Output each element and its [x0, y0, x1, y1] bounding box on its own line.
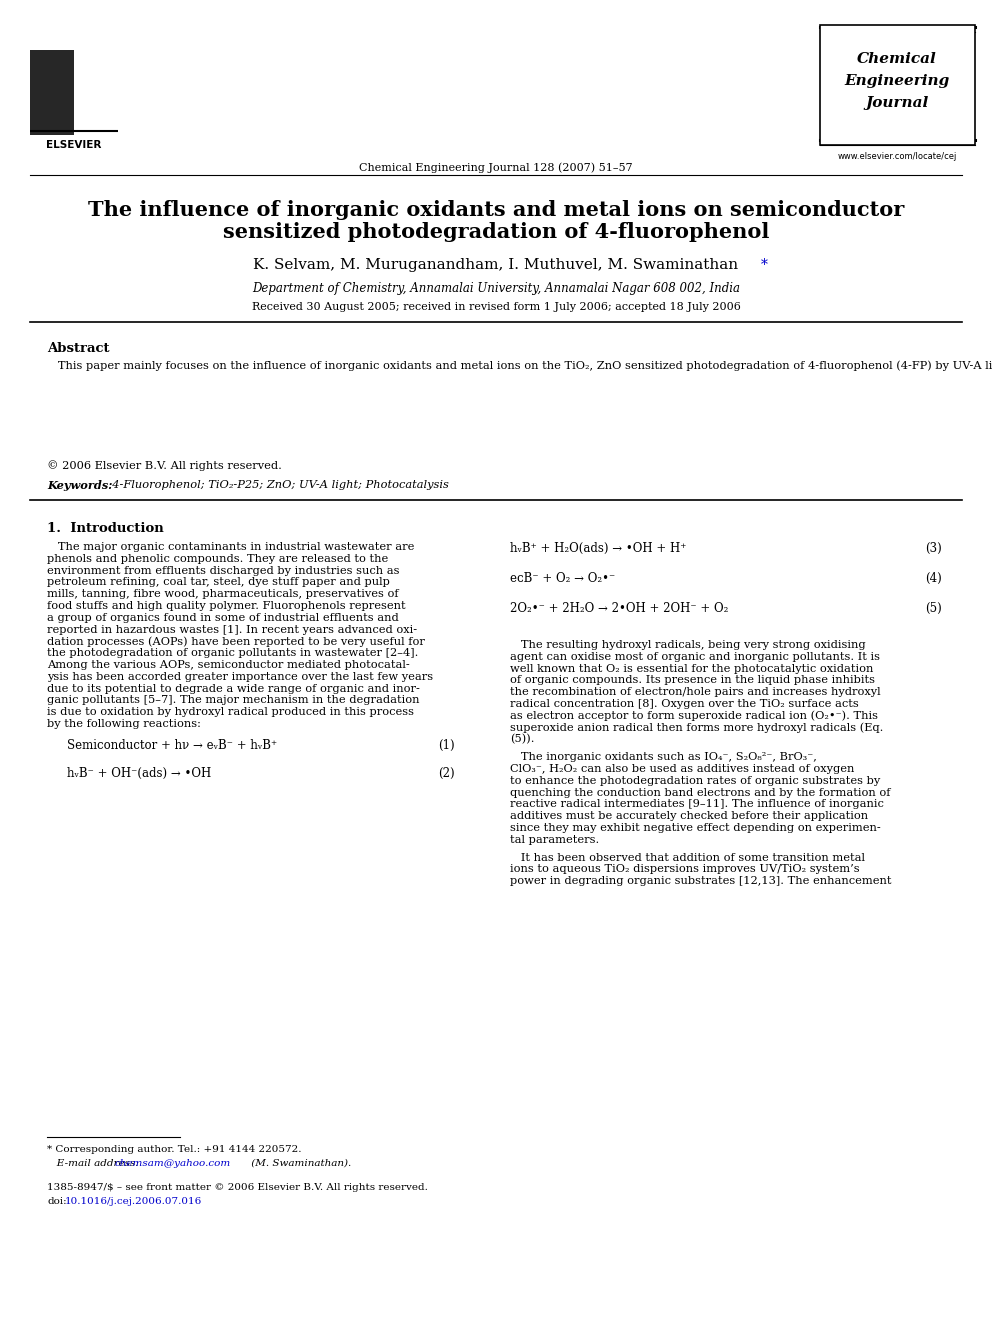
Text: 1385-8947/$ – see front matter © 2006 Elsevier B.V. All rights reserved.: 1385-8947/$ – see front matter © 2006 El… [47, 1183, 428, 1192]
Text: phenols and phenolic compounds. They are released to the: phenols and phenolic compounds. They are… [47, 554, 388, 564]
Text: radical concentration [8]. Oxygen over the TiO₂ surface acts: radical concentration [8]. Oxygen over t… [510, 699, 859, 709]
Text: additives must be accurately checked before their application: additives must be accurately checked bef… [510, 811, 868, 822]
Text: power in degrading organic substrates [12,13]. The enhancement: power in degrading organic substrates [1… [510, 876, 892, 886]
Text: is due to oxidation by hydroxyl radical produced in this process: is due to oxidation by hydroxyl radical … [47, 708, 414, 717]
Text: (1): (1) [438, 738, 455, 751]
Text: Among the various AOPs, semiconductor mediated photocatal-: Among the various AOPs, semiconductor me… [47, 660, 410, 669]
Text: agent can oxidise most of organic and inorganic pollutants. It is: agent can oxidise most of organic and in… [510, 652, 880, 662]
Text: environment from effluents discharged by industries such as: environment from effluents discharged by… [47, 566, 400, 576]
Text: K. Selvam, M. Muruganandham, I. Muthuvel, M. Swaminathan: K. Selvam, M. Muruganandham, I. Muthuvel… [253, 258, 739, 273]
Text: hᵥB⁺ + H₂O(ads) → •OH + H⁺: hᵥB⁺ + H₂O(ads) → •OH + H⁺ [510, 542, 686, 556]
Text: It has been observed that addition of some transition metal: It has been observed that addition of so… [510, 852, 865, 863]
Text: a group of organics found in some of industrial effluents and: a group of organics found in some of ind… [47, 613, 399, 623]
Text: superoxide anion radical then forms more hydroxyl radicals (Eq.: superoxide anion radical then forms more… [510, 722, 883, 733]
Text: dation processes (AOPs) have been reported to be very useful for: dation processes (AOPs) have been report… [47, 636, 425, 647]
Text: The major organic contaminants in industrial wastewater are: The major organic contaminants in indust… [47, 542, 415, 552]
Text: ganic pollutants [5–7]. The major mechanism in the degradation: ganic pollutants [5–7]. The major mechan… [47, 696, 420, 705]
Text: due to its potential to degrade a wide range of organic and inor-: due to its potential to degrade a wide r… [47, 684, 420, 693]
Text: ions to aqueous TiO₂ dispersions improves UV/TiO₂ system’s: ions to aqueous TiO₂ dispersions improve… [510, 864, 860, 875]
Text: The influence of inorganic oxidants and metal ions on semiconductor: The influence of inorganic oxidants and … [88, 200, 904, 220]
Text: 2O₂•⁻ + 2H₂O → 2•OH + 2OH⁻ + O₂: 2O₂•⁻ + 2H₂O → 2•OH + 2OH⁻ + O₂ [510, 602, 728, 615]
Text: Chemical Engineering Journal 128 (2007) 51–57: Chemical Engineering Journal 128 (2007) … [359, 161, 633, 172]
Text: the photodegradation of organic pollutants in wastewater [2–4].: the photodegradation of organic pollutan… [47, 648, 419, 659]
Text: quenching the conduction band electrons and by the formation of: quenching the conduction band electrons … [510, 787, 891, 798]
Text: (M. Swaminathan).: (M. Swaminathan). [248, 1159, 351, 1168]
Text: to enhance the photodegradation rates of organic substrates by: to enhance the photodegradation rates of… [510, 775, 880, 786]
Text: sensitized photodegradation of 4-fluorophenol: sensitized photodegradation of 4-fluorop… [223, 222, 769, 242]
Text: ClO₃⁻, H₂O₂ can also be used as additives instead of oxygen: ClO₃⁻, H₂O₂ can also be used as additive… [510, 763, 854, 774]
Text: food stuffs and high quality polymer. Fluorophenols represent: food stuffs and high quality polymer. Fl… [47, 601, 406, 611]
Text: 10.1016/j.cej.2006.07.016: 10.1016/j.cej.2006.07.016 [65, 1197, 202, 1207]
Text: E-mail address:: E-mail address: [47, 1159, 142, 1168]
Text: by the following reactions:: by the following reactions: [47, 718, 200, 729]
Text: (2): (2) [438, 767, 455, 779]
Text: reactive radical intermediates [9–11]. The influence of inorganic: reactive radical intermediates [9–11]. T… [510, 799, 884, 810]
Text: reported in hazardous wastes [1]. In recent years advanced oxi-: reported in hazardous wastes [1]. In rec… [47, 624, 417, 635]
Text: (4): (4) [926, 572, 942, 585]
Text: The inorganic oxidants such as IO₄⁻, S₂O₈²⁻, BrO₃⁻,: The inorganic oxidants such as IO₄⁻, S₂O… [510, 753, 816, 762]
Text: The resulting hydroxyl radicals, being very strong oxidising: The resulting hydroxyl radicals, being v… [510, 640, 866, 650]
Text: (5): (5) [926, 602, 942, 615]
Text: Journal: Journal [865, 97, 929, 110]
Text: well known that O₂ is essential for the photocatalytic oxidation: well known that O₂ is essential for the … [510, 664, 873, 673]
Text: Chemical: Chemical [857, 52, 936, 66]
Text: ELSEVIER: ELSEVIER [47, 140, 102, 149]
Text: Semiconductor + hν → eᵥB⁻ + hᵥB⁺: Semiconductor + hν → eᵥB⁻ + hᵥB⁺ [67, 738, 277, 751]
Text: Department of Chemistry, Annamalai University, Annamalai Nagar 608 002, India: Department of Chemistry, Annamalai Unive… [252, 282, 740, 295]
Text: © 2006 Elsevier B.V. All rights reserved.: © 2006 Elsevier B.V. All rights reserved… [47, 460, 282, 471]
Text: (5)).: (5)). [510, 734, 535, 745]
Text: This paper mainly focuses on the influence of inorganic oxidants and metal ions : This paper mainly focuses on the influen… [47, 360, 992, 370]
Text: Received 30 August 2005; received in revised form 1 July 2006; accepted 18 July : Received 30 August 2005; received in rev… [252, 302, 740, 312]
Text: ysis has been accorded greater importance over the last few years: ysis has been accorded greater importanc… [47, 672, 434, 681]
Text: eᴄB⁻ + O₂ → O₂•⁻: eᴄB⁻ + O₂ → O₂•⁻ [510, 572, 615, 585]
Text: doi:: doi: [47, 1197, 66, 1207]
Text: www.elsevier.com/locate/cej: www.elsevier.com/locate/cej [837, 152, 956, 161]
Text: tal parameters.: tal parameters. [510, 835, 599, 845]
Text: *: * [761, 258, 768, 273]
Text: Engineering: Engineering [844, 74, 949, 89]
Text: the recombination of electron/hole pairs and increases hydroxyl: the recombination of electron/hole pairs… [510, 687, 881, 697]
Text: as electron acceptor to form superoxide radical ion (O₂•⁻). This: as electron acceptor to form superoxide … [510, 710, 878, 721]
Text: petroleum refining, coal tar, steel, dye stuff paper and pulp: petroleum refining, coal tar, steel, dye… [47, 577, 390, 587]
Text: hᵥB⁻ + OH⁻(ads) → •OH: hᵥB⁻ + OH⁻(ads) → •OH [67, 767, 211, 779]
Text: 4-Fluorophenol; TiO₂-P25; ZnO; UV-A light; Photocatalysis: 4-Fluorophenol; TiO₂-P25; ZnO; UV-A ligh… [105, 480, 448, 490]
Text: since they may exhibit negative effect depending on experimen-: since they may exhibit negative effect d… [510, 823, 881, 833]
Text: (3): (3) [926, 542, 942, 556]
Text: Keywords:: Keywords: [47, 480, 112, 491]
Text: Abstract: Abstract [47, 343, 109, 355]
Text: mills, tanning, fibre wood, pharmaceuticals, preservatives of: mills, tanning, fibre wood, pharmaceutic… [47, 589, 399, 599]
Text: * Corresponding author. Tel.: +91 4144 220572.: * Corresponding author. Tel.: +91 4144 2… [47, 1144, 302, 1154]
Text: chemsam@yahoo.com: chemsam@yahoo.com [115, 1159, 231, 1168]
Text: 1.  Introduction: 1. Introduction [47, 523, 164, 534]
Text: of organic compounds. Its presence in the liquid phase inhibits: of organic compounds. Its presence in th… [510, 676, 875, 685]
